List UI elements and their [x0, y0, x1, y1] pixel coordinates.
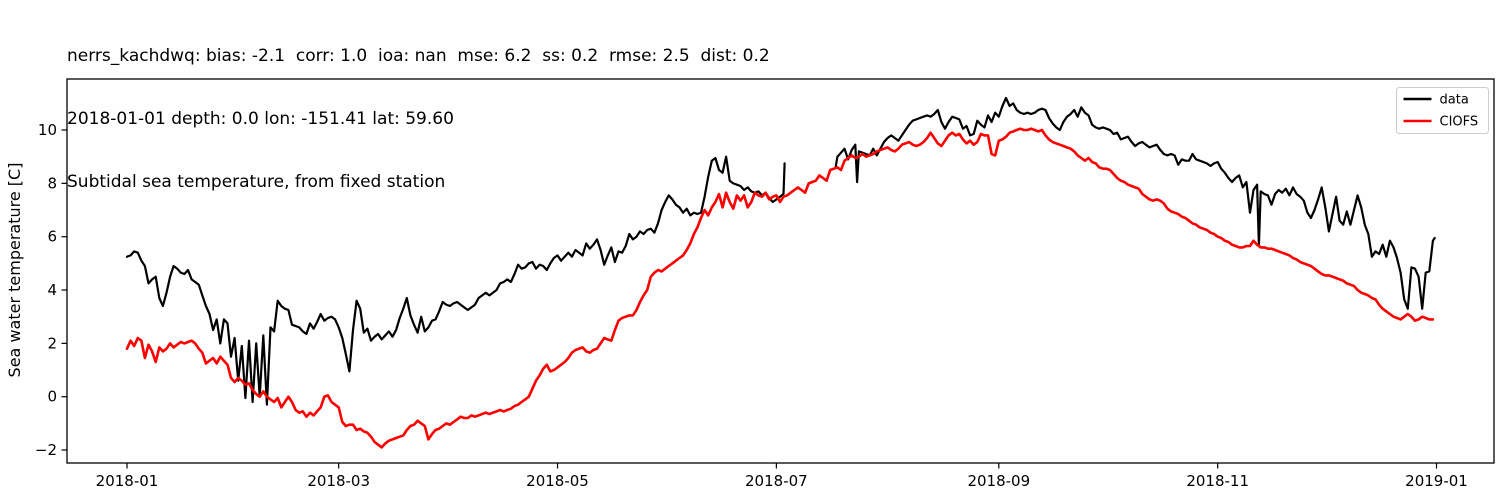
legend-label-ciofs: CIOFS [1440, 115, 1479, 130]
x-tick-label: 2018-07 [745, 472, 808, 490]
y-tick-label: 6 [47, 228, 57, 246]
y-axis-ticks: −2 0 2 4 6 8 10 [35, 121, 67, 459]
plot-border [66, 78, 1495, 464]
x-tick-label: 2018-09 [967, 472, 1030, 490]
x-tick-label: 2018-03 [307, 472, 370, 490]
x-axis-ticks: 2018-01 2018-03 2018-05 2018-07 2018-09 2018-… [96, 463, 1468, 490]
series-group [125, 96, 1436, 449]
x-tick-label: 2018-11 [1186, 472, 1249, 490]
data-series-line-seg2 [834, 96, 1436, 310]
y-tick-label: 4 [47, 281, 57, 299]
y-tick-label: −2 [35, 441, 57, 459]
y-tick-label: 2 [47, 334, 57, 352]
y-axis-label: Sea water temperature [C] [5, 162, 24, 378]
ciofs-series-line [125, 127, 1435, 449]
y-tick-label: 10 [38, 121, 57, 139]
x-tick-label: 2018-05 [526, 472, 589, 490]
y-tick-label: 0 [47, 388, 57, 406]
legend-label-data: data [1440, 93, 1469, 108]
data-series-line-seg1 [125, 155, 786, 406]
title-stats-line: nerrs_kachdwq: bias: -2.1 corr: 1.0 ioa:… [67, 46, 770, 66]
legend: data CIOFS [1396, 87, 1489, 134]
x-tick-label: 2019-01 [1405, 472, 1468, 490]
title-station-line: 2018-01-01 depth: 0.0 lon: -151.41 lat: … [67, 109, 454, 129]
y-tick-label: 8 [47, 174, 57, 192]
title-variable-line: Subtidal sea temperature, from fixed sta… [67, 172, 446, 192]
chart-title-block: nerrs_kachdwq: bias: -2.1 corr: 1.0 ioa:… [67, 4, 770, 235]
x-tick-label: 2018-01 [96, 472, 159, 490]
